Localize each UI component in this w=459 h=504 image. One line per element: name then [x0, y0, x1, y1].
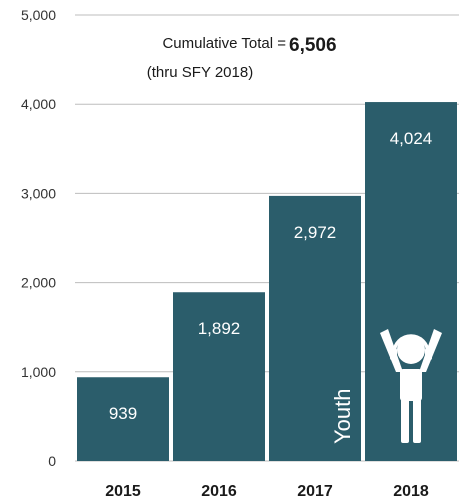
x-tick-label-2017: 2017 — [297, 483, 333, 500]
y-tick-label-1: 1,000 — [21, 364, 56, 380]
youth-label: Youth — [330, 389, 355, 444]
bars — [77, 102, 457, 462]
youth-headphones-icon — [380, 329, 442, 443]
cumulative-total-subtitle: (thru SFY 2018) — [147, 64, 253, 81]
bar-2018 — [365, 102, 457, 461]
y-tick-label-4: 4,000 — [21, 96, 56, 112]
bar-2015 — [77, 377, 169, 461]
cumulative-total-label: Cumulative Total = — [162, 35, 286, 52]
bar-value-label-2017: 2,972 — [294, 223, 337, 242]
bar-2017 — [269, 195, 361, 462]
x-tick-label-2016: 2016 — [201, 483, 237, 500]
y-tick-label-3: 3,000 — [21, 185, 56, 201]
bar-value-label-2015: 939 — [109, 404, 137, 423]
y-tick-label-2: 2,000 — [21, 275, 56, 291]
cumulative-total-value: 6,506 — [289, 35, 337, 56]
cumulative-total-annotation: Cumulative Total = 6,506 (thru SFY 2018) — [147, 35, 337, 81]
bar-value-labels: 939 1,892 2,972 4,024 — [109, 129, 432, 423]
bar-value-label-2018: 4,024 — [390, 129, 433, 148]
bar-2016 — [173, 292, 265, 461]
x-tick-label-2018: 2018 — [393, 483, 429, 500]
x-axis-labels: 2015 2016 2017 2018 — [105, 483, 429, 500]
y-axis-ticks: 0 1,000 2,000 3,000 4,000 5,000 — [21, 7, 56, 469]
bar-value-label-2016: 1,892 — [198, 319, 241, 338]
y-tick-label-0: 0 — [48, 453, 56, 469]
y-tick-label-5: 5,000 — [21, 7, 56, 23]
x-tick-label-2015: 2015 — [105, 483, 141, 500]
